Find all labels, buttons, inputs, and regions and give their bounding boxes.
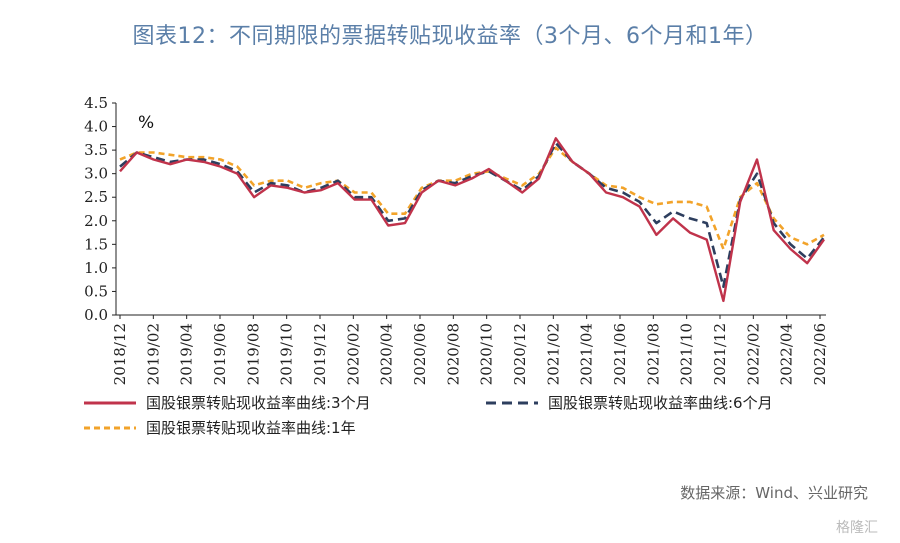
- x-tick-label: 2021/04: [578, 323, 596, 385]
- x-tick-label: 2021/06: [611, 323, 629, 385]
- legend-label: 国股银票转贴现收益率曲线:1年: [146, 419, 356, 437]
- x-tick-label: 2019/12: [311, 323, 329, 385]
- x-tick-label: 2019/06: [211, 323, 229, 385]
- x-tick-label: 2019/02: [144, 323, 162, 385]
- x-tick-label: 2021/02: [544, 323, 562, 385]
- plot-area: [119, 137, 826, 303]
- y-axis-unit-label: %: [138, 113, 154, 133]
- y-tick-label: 0.5: [84, 282, 108, 300]
- legend-label: 国股银票转贴现收益率曲线:6个月: [548, 394, 773, 412]
- series-line-1y: [119, 146, 825, 251]
- legend-label: 国股银票转贴现收益率曲线:3个月: [146, 394, 371, 412]
- x-tick-label: 2022/06: [811, 323, 829, 385]
- series-line-6m: [119, 141, 826, 289]
- x-tick-label: 2022/04: [778, 323, 796, 385]
- x-tick-label: 2020/08: [444, 323, 462, 385]
- x-tick-label: 2022/02: [744, 323, 762, 385]
- x-tick-label: 2020/02: [344, 323, 362, 385]
- source-note: 数据来源：Wind、兴业研究: [680, 484, 868, 502]
- x-tick-label: 2018/12: [111, 323, 129, 385]
- x-tick-label: 2021/12: [711, 323, 729, 385]
- x-tick-label: 2020/10: [478, 323, 496, 385]
- y-tick-label: 3.0: [84, 165, 108, 183]
- y-tick-label: 1.5: [84, 235, 108, 253]
- watermark: 格隆汇: [836, 520, 878, 536]
- chart-title: 图表12：不同期限的票据转贴现收益率（3个月、6个月和1年）: [132, 24, 768, 49]
- x-tick-label: 2021/08: [644, 323, 662, 385]
- x-tick-label: 2019/04: [178, 323, 196, 385]
- x-tick-label: 2020/12: [511, 323, 529, 385]
- y-axis: 0.0 0.5 1.0 1.5 2.0 2.5 3.0 3.5 4.0 4.5: [84, 94, 117, 324]
- y-tick-label: 2.5: [84, 188, 108, 206]
- x-tick-label: 2020/06: [411, 323, 429, 385]
- x-tick-label: 2019/08: [244, 323, 262, 385]
- x-tick-label: 2019/10: [278, 323, 296, 385]
- y-tick-label: 0.0: [84, 306, 108, 324]
- legend: 国股银票转贴现收益率曲线:3个月 国股银票转贴现收益率曲线:6个月国股银票转贴现收…: [84, 394, 773, 437]
- x-axis: 2018/12 2019/02 2019/04 2019/06 2019/08 2019/…: [111, 314, 829, 385]
- y-tick-label: 4.0: [84, 118, 108, 136]
- series-line-3m: [119, 137, 825, 303]
- y-tick-label: 1.0: [84, 259, 108, 277]
- x-tick-label: 2021/10: [678, 323, 696, 385]
- y-tick-label: 4.5: [84, 94, 108, 112]
- x-tick-label: 2020/04: [378, 323, 396, 385]
- y-tick-label: 3.5: [84, 141, 108, 159]
- y-tick-label: 2.0: [84, 212, 108, 230]
